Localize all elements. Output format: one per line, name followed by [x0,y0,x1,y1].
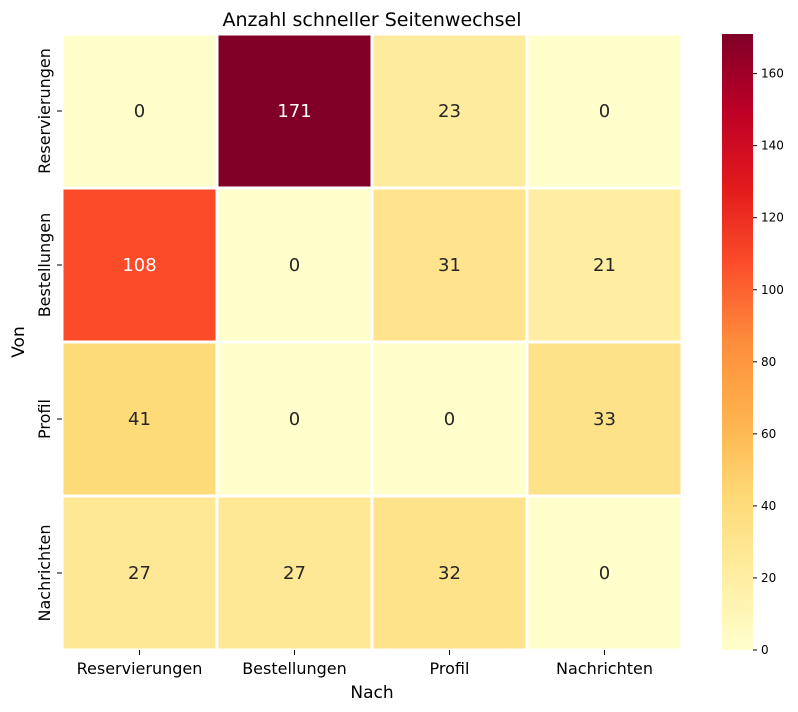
cell-value-label: 0 [599,563,610,584]
x-tick-label: Profil [430,659,470,678]
colorbar-tick-label: 40 [761,499,776,513]
cell-value-label: 27 [128,563,151,584]
colorbar-tick-label: 0 [761,643,769,657]
cell-value-label: 31 [438,255,461,276]
heatmap-cell [525,340,684,498]
heatmap-cells: 0 171 23 0 108 0 31 21 41 0 0 33 27 27 32 0 [60,32,684,652]
heatmap-cell [60,32,219,190]
cell-value-label: 0 [444,409,455,430]
heatmap-cell [215,494,374,652]
colorbar-ticks: 0 20 40 60 80 100 120 140 160 [753,67,784,657]
y-tick-label: Profil [35,399,54,439]
y-axis-label: Von [9,326,29,358]
cell-value-label: 171 [277,101,311,122]
cell-value-label: 27 [283,563,306,584]
cell-value-label: 32 [438,563,461,584]
colorbar-tick-label: 60 [761,427,776,441]
y-tick-label: Reservierungen [35,48,54,174]
colorbar-tick-label: 20 [761,571,776,585]
x-tick-label: Bestellungen [242,659,347,678]
colorbar [722,34,753,650]
colorbar-tick-label: 160 [761,67,784,81]
cell-value-label: 0 [599,101,610,122]
heatmap-cell [525,32,684,190]
heatmap-cell [215,186,374,344]
heatmap-cell [525,186,684,344]
colorbar-tick-label: 100 [761,283,784,297]
x-tick-label: Reservierungen [77,659,203,678]
chart-title: Anzahl schneller Seitenwechsel [222,9,521,31]
cell-value-label: 0 [289,409,300,430]
heatmap-cell [215,340,374,498]
colorbar-tick-label: 120 [761,211,784,225]
colorbar-tick-label: 140 [761,139,784,153]
cell-value-label: 108 [122,255,156,276]
heatmap-cell [370,32,529,190]
cell-value-label: 0 [134,101,145,122]
cell-value-label: 23 [438,101,461,122]
y-axis: Reservierungen Bestellungen Profil Nachrich… [35,48,62,621]
cell-value-label: 21 [593,255,616,276]
cell-value-label: 41 [128,409,151,430]
x-axis-label: Nach [350,683,393,703]
cell-value-label: 0 [289,255,300,276]
heatmap-cell [215,32,374,190]
y-tick-label: Bestellungen [35,213,54,318]
x-tick-label: Nachrichten [556,659,653,678]
cell-value-label: 33 [593,409,616,430]
y-tick-label: Nachrichten [35,525,54,622]
heatmap-cell [525,494,684,652]
colorbar-tick-label: 80 [761,355,776,369]
x-axis: Reservierungen Bestellungen Profil Nachrich… [77,650,653,678]
